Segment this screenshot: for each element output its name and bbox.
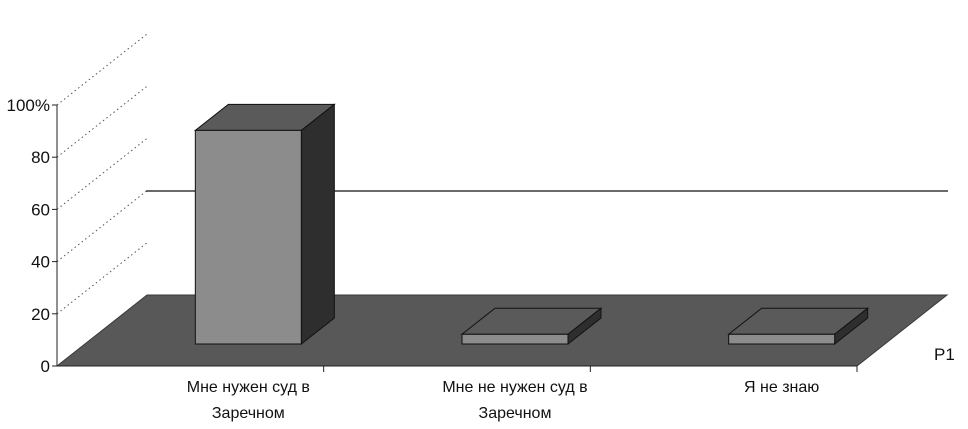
bar [193, 103, 336, 346]
depth-gridline [56, 138, 148, 210]
y-tick-label: 60 [31, 200, 50, 219]
y-tick-label: 40 [31, 253, 50, 272]
depth-gridline [56, 85, 148, 158]
bar-front [194, 129, 302, 345]
x-axis: Мне нужен суд в Заречном Мне не нужен суд … [57, 365, 858, 422]
y-tick-label: 20 [31, 305, 50, 324]
depth-gridline [56, 33, 148, 106]
y-axis: 0 20 40 60 80 100% [7, 96, 58, 376]
depth-gridline [56, 242, 148, 315]
bar-side [300, 103, 335, 346]
bar [460, 307, 603, 346]
y-tick-label: 0 [41, 357, 50, 376]
x-tick-label: Мне нужен суд в Заречном [187, 379, 310, 422]
x-tick-label: Мне не нужен суд в Заречном [442, 379, 587, 422]
bars [193, 103, 870, 346]
bar [727, 307, 870, 346]
series-label: Р1 [934, 345, 955, 364]
bar-front [728, 333, 836, 345]
depth-gridline [56, 190, 148, 262]
bar-front [461, 333, 569, 345]
back-wall [56, 33, 948, 315]
y-tick-label: 100% [7, 96, 50, 115]
x-tick-label: Я не знаю [744, 379, 819, 396]
y-tick-label: 80 [31, 148, 50, 167]
